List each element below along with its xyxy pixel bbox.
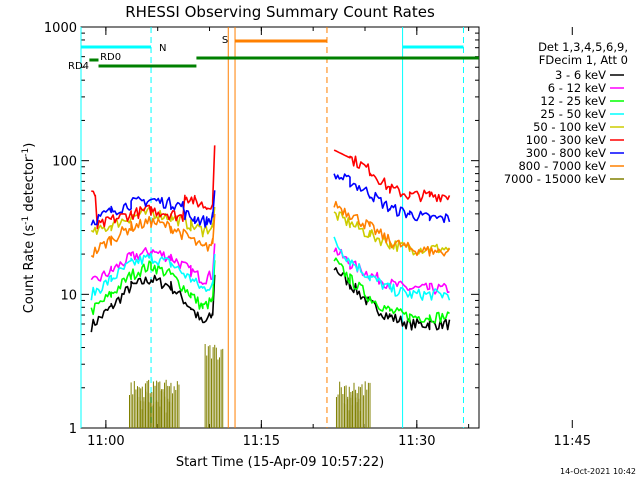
series-25-50-kev (90, 236, 451, 301)
y-tick-label: 100 (52, 155, 77, 170)
y-tick-label: 10 (60, 288, 77, 303)
series-line (333, 247, 450, 295)
series-800-7000-kev (90, 200, 451, 258)
legend-label: 25 - 50 keV (540, 107, 606, 121)
series-6-12-kev (90, 243, 450, 295)
legend-label: 50 - 100 keV (533, 120, 606, 134)
legend-label: 800 - 7000 keV (518, 159, 606, 173)
axis-ticks-layer: 11:0011:1511:3011:4512:0012:1512:3011010… (44, 21, 591, 449)
saa-label: S (222, 35, 228, 46)
series-line (333, 149, 451, 203)
legend-label: 100 - 300 keV (526, 133, 606, 147)
series-line (333, 173, 451, 224)
y-tick-label: 1000 (44, 21, 77, 36)
legend: Det 1,3,4,5,6,9,FDecim 1, Att 03 - 6 keV… (504, 40, 628, 186)
footer-timestamp: 14-Oct-2021 10:42 (560, 467, 636, 476)
annotation-layer: N S RD0 RD4 (68, 27, 479, 428)
series-line (90, 274, 216, 333)
x-tick-label: 11:15 (243, 434, 280, 449)
rd4-label: RD4 (68, 61, 89, 72)
series-100-300-kev (91, 145, 451, 230)
series-line (90, 243, 216, 285)
legend-label: 12 - 25 keV (540, 94, 606, 108)
legend-label: 3 - 6 keV (555, 68, 606, 82)
rd0-label: RD0 (100, 52, 121, 63)
x-tick-label: 11:00 (87, 434, 124, 449)
plot-frame (80, 26, 480, 429)
series-line (90, 206, 216, 238)
series-300-800-kev (90, 173, 451, 228)
x-tick-label: 11:30 (398, 434, 435, 449)
series-line (90, 252, 216, 301)
series-layer (90, 145, 451, 428)
legend-header-fdecim: FDecim 1, Att 0 (539, 53, 628, 67)
x-tick-label: 11:45 (554, 434, 591, 449)
series-line (333, 267, 451, 331)
series-line (333, 236, 451, 301)
series-line (90, 260, 216, 316)
night-label: N (159, 43, 166, 54)
legend-label: 6 - 12 keV (548, 81, 606, 95)
series-3-6-kev (90, 267, 451, 333)
y-tick-label: 1 (69, 422, 77, 437)
chart-title: RHESSI Observing Summary Count Rates (125, 3, 435, 21)
legend-header-detectors: Det 1,3,4,5,6,9, (538, 40, 628, 54)
series-line (90, 190, 216, 228)
series-line (333, 257, 450, 324)
legend-label: 7000 - 15000 keV (504, 172, 606, 186)
series-12-25-kev (90, 257, 450, 324)
legend-label: 300 - 800 keV (526, 146, 606, 160)
series-line (333, 200, 451, 257)
series-line (90, 213, 216, 258)
series-line (91, 145, 216, 230)
x-axis-label: Start Time (15-Apr-09 10:57:22) (176, 455, 384, 470)
series-7000-15000-kev (129, 344, 371, 428)
y-axis-label: Count Rate (s-1 detector-1) (21, 143, 37, 314)
